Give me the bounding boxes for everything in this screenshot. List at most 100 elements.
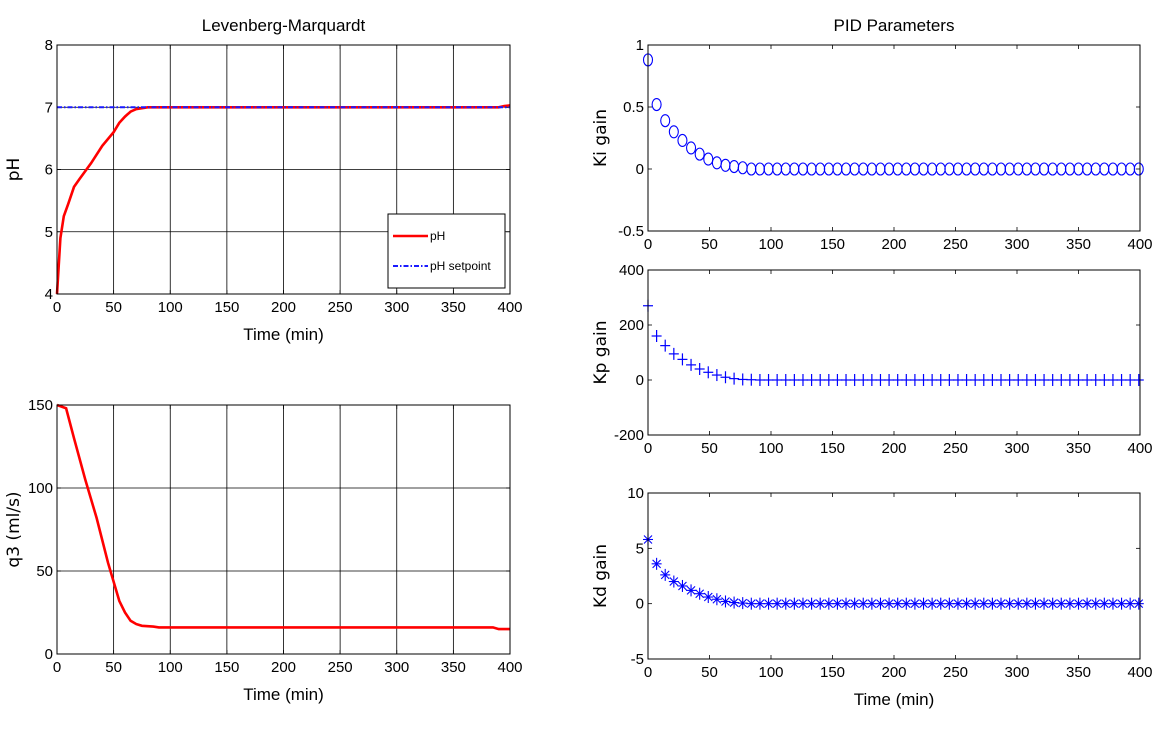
data-point — [1065, 598, 1075, 610]
data-point — [738, 597, 748, 609]
x-tick-label: 300 — [1004, 440, 1029, 457]
y-tick-label: 1 — [636, 37, 644, 54]
data-point — [712, 593, 722, 605]
x-tick-label: 350 — [441, 299, 466, 316]
y-tick-label: -0.5 — [618, 223, 644, 240]
data-point — [1134, 598, 1144, 610]
x-tick-label: 200 — [881, 236, 906, 253]
x-tick-label: 250 — [943, 664, 968, 681]
x-tick-label: 200 — [271, 659, 296, 676]
x-tick-label: 0 — [644, 664, 652, 681]
y-tick-label: 150 — [28, 397, 53, 414]
y-tick-label: -5 — [631, 651, 644, 668]
y-axis-label: Ki gain — [591, 109, 611, 167]
y-tick-label: 100 — [28, 480, 53, 497]
x-tick-label: 200 — [271, 299, 296, 316]
x-tick-label: 0 — [644, 440, 652, 457]
plot-area — [648, 493, 1140, 659]
data-point — [677, 580, 687, 592]
x-tick-label: 350 — [1066, 236, 1091, 253]
data-point — [919, 598, 929, 610]
y-axis-label: Kd gain — [591, 544, 611, 608]
plot-area — [648, 45, 1140, 231]
data-point — [858, 598, 868, 610]
y-tick-label: 0 — [636, 596, 644, 613]
chart-title: Levenberg-Marquardt — [202, 16, 366, 35]
data-point — [867, 598, 877, 610]
data-point — [936, 598, 946, 610]
x-axis-label: Time (min) — [854, 690, 935, 709]
data-point — [901, 598, 911, 610]
y-axis-label: q3 (ml/s) — [4, 491, 24, 567]
y-tick-label: 50 — [36, 563, 53, 580]
data-point — [1074, 598, 1084, 610]
y-tick-label: 10 — [627, 485, 644, 502]
x-tick-label: 150 — [820, 664, 845, 681]
x-tick-label: 100 — [758, 664, 783, 681]
x-tick-label: 400 — [1127, 664, 1152, 681]
y-tick-label: 8 — [45, 37, 53, 54]
data-point — [772, 598, 782, 610]
x-tick-label: 100 — [158, 659, 183, 676]
x-tick-label: 50 — [701, 236, 718, 253]
data-point — [781, 598, 791, 610]
data-point — [755, 598, 765, 610]
data-point — [850, 598, 860, 610]
x-tick-label: 300 — [384, 299, 409, 316]
y-tick-label: 5 — [636, 540, 644, 557]
y-tick-label: 0 — [636, 161, 644, 178]
plot-area — [648, 270, 1140, 435]
x-tick-label: 0 — [53, 299, 61, 316]
legend-label: pH setpoint — [430, 259, 491, 273]
data-point — [1056, 598, 1066, 610]
x-tick-label: 250 — [943, 236, 968, 253]
data-point — [1022, 598, 1032, 610]
data-point — [815, 598, 825, 610]
x-tick-label: 200 — [881, 440, 906, 457]
legend-label: pH — [430, 229, 445, 243]
x-tick-label: 150 — [214, 299, 239, 316]
y-tick-label: -200 — [614, 427, 644, 444]
x-tick-label: 350 — [1066, 664, 1091, 681]
chart-ph: 0 50 100 150 200 250 300 350 40045678Levenberg-M… — [4, 16, 523, 344]
data-point — [1039, 598, 1049, 610]
y-tick-label: 0 — [45, 646, 53, 663]
data-point — [703, 591, 713, 603]
x-tick-label: 50 — [701, 440, 718, 457]
x-tick-label: 400 — [1127, 236, 1152, 253]
x-tick-label: 50 — [105, 659, 122, 676]
y-tick-label: 0.5 — [623, 99, 644, 116]
data-point — [944, 598, 954, 610]
data-point — [669, 576, 679, 588]
data-point — [764, 598, 774, 610]
x-tick-label: 50 — [701, 664, 718, 681]
data-point — [832, 598, 842, 610]
data-point — [798, 598, 808, 610]
data-point — [807, 598, 817, 610]
data-point — [970, 598, 980, 610]
data-point — [686, 584, 696, 596]
data-point — [884, 598, 894, 610]
x-tick-label: 300 — [384, 659, 409, 676]
data-point — [893, 598, 903, 610]
chart-title: PID Parameters — [834, 16, 955, 35]
y-tick-label: 400 — [619, 262, 644, 279]
y-axis-label: pH — [4, 158, 24, 182]
data-point — [1125, 598, 1135, 610]
y-tick-label: 6 — [45, 162, 53, 179]
x-tick-label: 0 — [53, 659, 61, 676]
data-point — [1005, 598, 1015, 610]
data-point — [996, 598, 1006, 610]
x-tick-label: 300 — [1004, 236, 1029, 253]
y-tick-label: 7 — [45, 99, 53, 116]
y-axis-label: Kp gain — [591, 320, 611, 384]
x-tick-label: 100 — [758, 440, 783, 457]
data-point — [1117, 598, 1127, 610]
x-tick-label: 250 — [328, 299, 353, 316]
data-point — [979, 598, 989, 610]
data-point — [660, 569, 670, 581]
